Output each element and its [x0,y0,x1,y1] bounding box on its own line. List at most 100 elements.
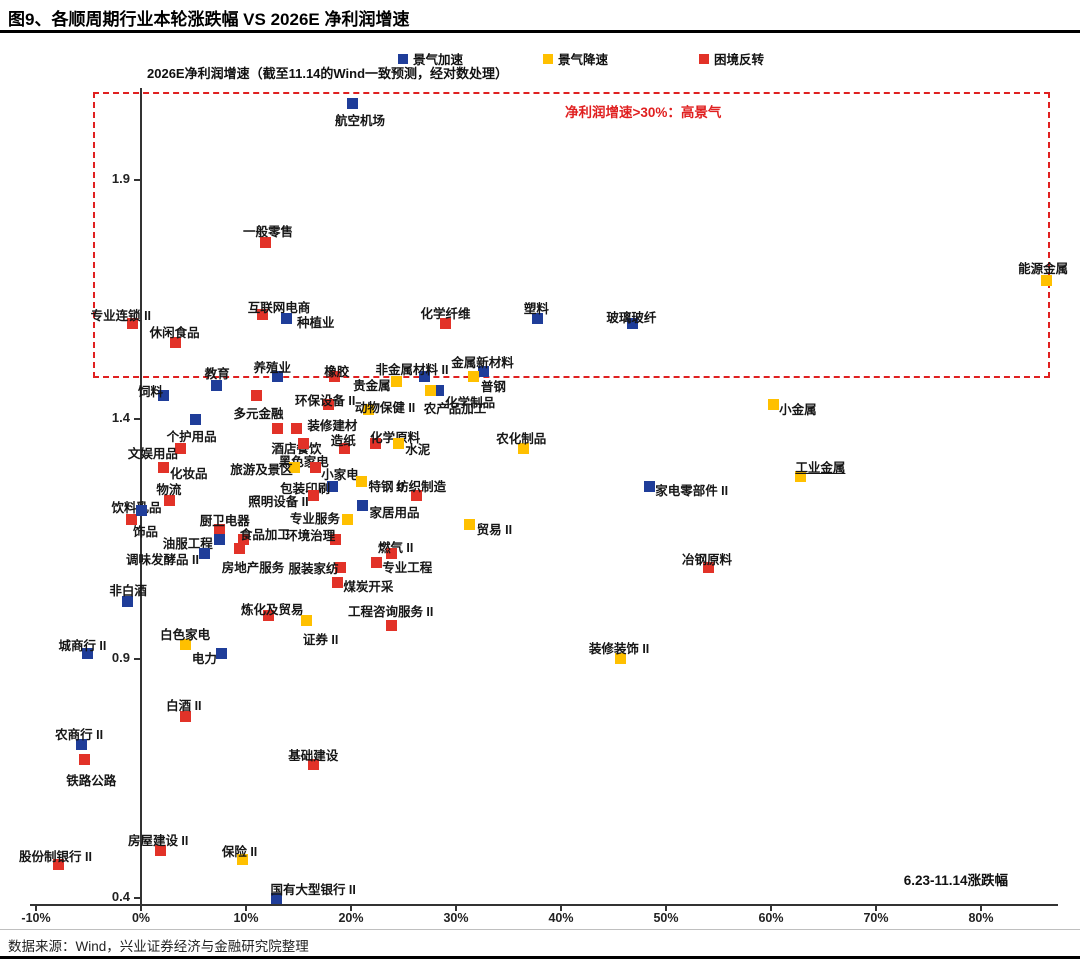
data-point-marker [121,595,133,607]
data-point-marker [179,638,191,650]
data-point-marker [309,461,321,473]
x-axis-tick-label: 50% [653,911,679,925]
data-point-marker [281,313,293,325]
y-axis-title: 2026E净利润增速（截至11.14的Wind一致预测，经对数处理） [147,66,509,81]
data-point-label: 农化制品 [496,432,547,447]
data-point-label: 工业金属 [795,460,846,475]
y-axis-tick [134,657,140,660]
data-point-marker [170,337,182,349]
data-point-label: 白色家电 [160,628,211,643]
data-point-label: 纺织制造 [396,479,447,494]
data-point-marker [298,437,310,449]
data-point-label: 证券 II [302,633,339,648]
data-point-marker [78,753,90,765]
data-point-label: 冶钢原料 [682,552,733,567]
chart-legend: 景气加速 景气降速 困境反转 [0,49,1080,68]
x-axis-tick-label: -10% [21,911,51,925]
data-point-label: 非白酒 [109,584,147,599]
x-axis-tick [35,906,37,911]
data-point-label: 电力 [191,651,217,666]
data-point-marker [270,892,282,904]
data-point-marker [342,514,354,526]
x-axis-tick [140,906,142,911]
x-axis [30,904,1058,906]
data-point-marker [257,308,269,320]
data-point-marker [190,413,202,425]
data-point-label: 贵金属 [353,379,391,394]
data-point-label: 休闲食品 [149,325,200,340]
legend-item-reversal: 困境反转 [699,49,764,68]
legend-item-label: 景气加速 [413,53,464,67]
x-axis-title: 6.23-11.14涨跌幅 [903,873,1008,888]
x-axis-tick [980,906,982,911]
data-point-label: 动物保健 II [354,400,416,415]
data-point-marker [356,476,367,488]
data-point-label: 化妆品 [170,467,208,482]
data-point-label: 家居用品 [369,505,420,520]
data-point-marker [339,442,351,454]
data-point-label: 农商行 II [55,727,104,742]
data-point-label: 多元金融 [233,407,284,422]
data-point-marker [157,461,169,473]
data-point-label: 养殖业 [253,361,292,376]
data-point-label: 农产品加工 [423,401,487,416]
data-point-marker [477,365,489,377]
data-point-label: 教育 [204,366,230,381]
data-point-label: 装修装饰 II [588,641,650,656]
x-axis-tick [350,906,352,911]
data-point-marker [155,844,167,856]
legend-swatch-icon [543,53,553,64]
data-point-label: 非金属材料 II [375,363,449,378]
data-point-marker [329,533,341,545]
high-prosperity-region-box [93,92,1050,378]
data-point-marker [532,313,544,325]
x-axis-tick-label: 40% [548,911,574,925]
data-point-marker [198,547,210,559]
data-point-marker [301,614,313,626]
y-axis-tick [134,418,140,421]
data-point-label: 互联网电商 [247,301,311,316]
data-point-label: 橡胶 [324,365,350,380]
data-point-label: 玻璃玻纤 [606,310,657,325]
data-point-marker [517,442,529,454]
data-point-marker [307,490,319,502]
data-point-marker [363,404,375,416]
data-point-marker [615,653,627,665]
data-point-marker [357,500,369,512]
data-point-label: 饰品 [133,525,159,540]
data-point-label: 服装家纺 [288,561,339,576]
data-point-label: 油服工程 [162,537,213,552]
x-axis-tick-label: 70% [863,911,889,925]
data-point-label: 种植业 [296,315,335,330]
x-axis-tick [875,906,877,911]
legend-swatch-icon [699,53,709,64]
data-point-label: 金属新材料 [451,356,514,371]
data-point-marker [238,533,250,545]
data-point-marker [331,576,343,588]
source-divider [0,929,1080,930]
data-point-marker [390,375,402,387]
data-point-label: 特钢 II [368,479,404,494]
data-point-label: 城商行 II [58,638,107,653]
x-axis-tick-label: 80% [968,911,994,925]
data-point-marker [272,423,283,435]
data-point-marker [440,318,451,330]
x-axis-tick [455,906,457,911]
x-axis-tick [665,906,667,911]
x-axis-tick-label: 0% [131,911,151,925]
data-point-marker [75,739,87,751]
data-point-label: 普钢 [480,380,506,395]
y-axis-tick-label: 0.9 [111,649,130,665]
data-point-marker [211,380,223,392]
data-point-marker [432,385,444,397]
data-point-marker [323,399,335,411]
legend-item-label: 困境反转 [714,53,765,67]
x-axis-tick-label: 20% [338,911,364,925]
x-axis-tick [245,906,247,911]
data-point-marker [157,389,169,401]
data-point-label: 贸易 II [476,522,513,537]
data-point-label: 股份制银行 II [19,849,92,864]
data-point-label: 塑料 [523,301,549,316]
data-point-marker [328,370,340,382]
